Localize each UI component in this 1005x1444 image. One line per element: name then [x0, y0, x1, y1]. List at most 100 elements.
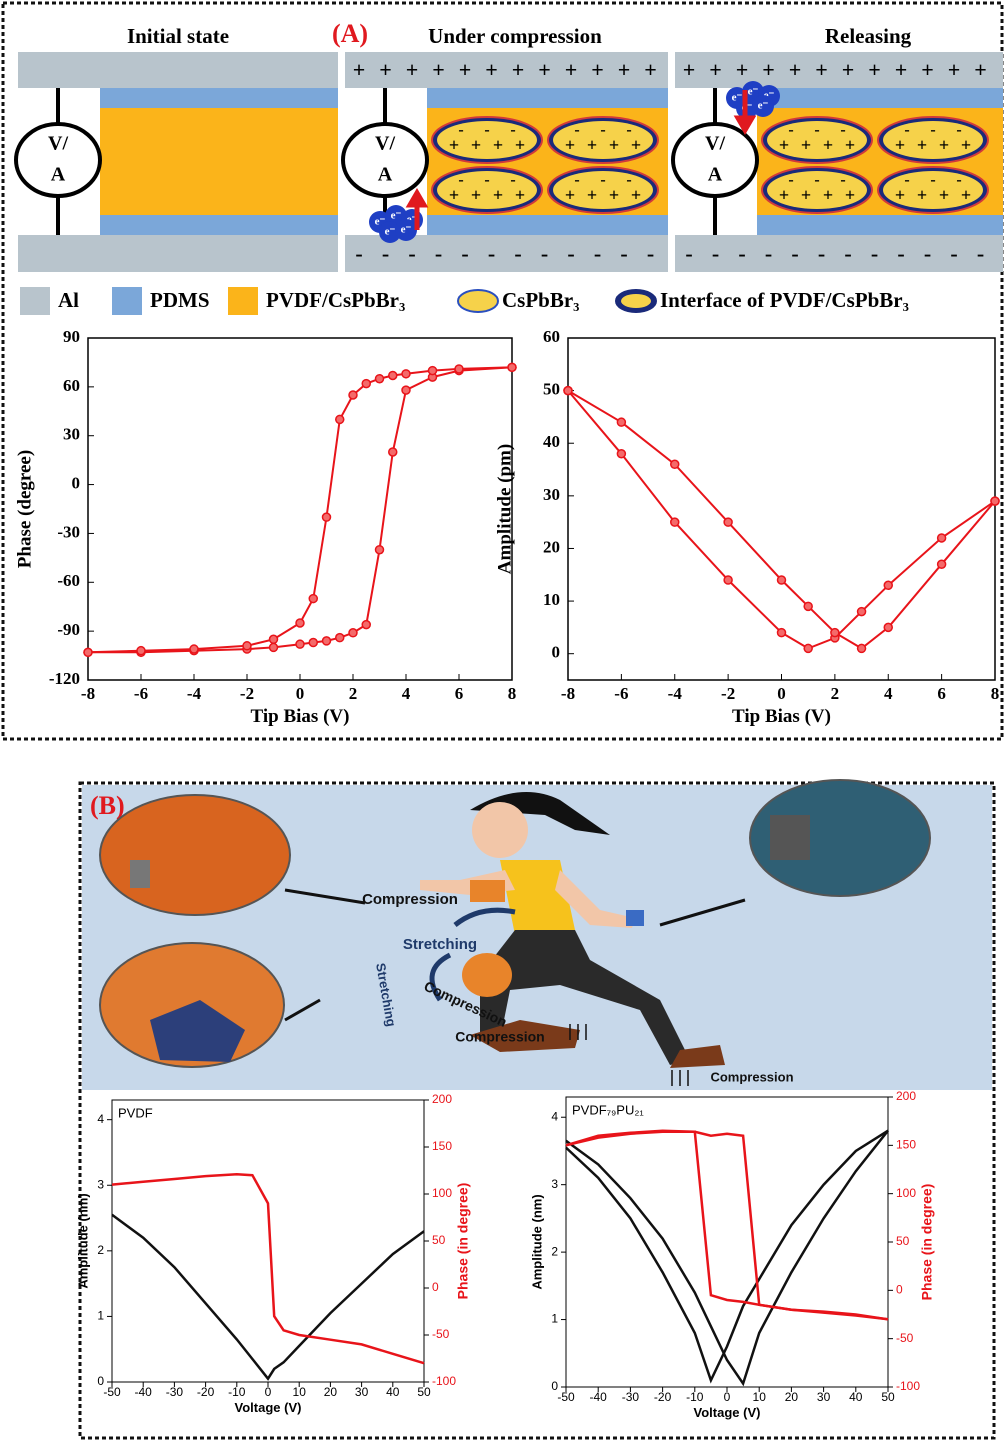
charge-minus: -	[738, 241, 745, 266]
annotation: Compression	[455, 1029, 544, 1045]
charge-plus: +	[845, 135, 855, 155]
meter-label: A	[51, 164, 66, 186]
legend-swatch	[621, 294, 651, 308]
data-point	[402, 386, 410, 394]
y2-tick-label: 0	[896, 1283, 903, 1297]
charge-minus: -	[484, 122, 489, 139]
y2-tick-label: 100	[896, 1186, 916, 1200]
data-point	[858, 644, 866, 652]
charge-plus: +	[789, 57, 802, 82]
y-tick-label: 10	[543, 590, 560, 609]
data-point	[376, 546, 384, 554]
x-tick-label: -50	[557, 1390, 575, 1404]
pdms-layer	[427, 215, 668, 235]
data-point	[564, 387, 572, 395]
meter-label: A	[378, 164, 393, 186]
y2-tick-label: -50	[432, 1327, 450, 1341]
series-line	[566, 1131, 888, 1320]
y2-tick-label: 50	[432, 1233, 446, 1247]
y-axis-label: Amplitude (nm)	[75, 1193, 90, 1288]
data-point	[884, 623, 892, 631]
data-point	[617, 450, 625, 458]
electron-label: e⁻	[391, 210, 402, 222]
data-point	[389, 448, 397, 456]
x-tick-label: -40	[135, 1385, 153, 1399]
x-tick-label: 50	[881, 1390, 895, 1404]
charge-plus: +	[736, 57, 749, 82]
charge-plus: +	[565, 135, 575, 155]
plot-frame	[88, 338, 512, 680]
y-tick-label: 0	[551, 1379, 558, 1393]
x-tick-label: -2	[240, 684, 254, 703]
data-point	[362, 621, 370, 629]
y2-tick-label: 100	[432, 1186, 452, 1200]
y-tick-label: 4	[551, 1109, 558, 1123]
charge-plus: +	[493, 135, 503, 155]
x-tick-label: -4	[187, 684, 202, 703]
charge-minus: -	[818, 241, 825, 266]
charge-plus: +	[609, 185, 619, 205]
x-tick-label: 0	[777, 684, 786, 703]
series-line	[88, 367, 512, 652]
charge-plus: +	[779, 185, 789, 205]
meter-label: V/	[705, 133, 725, 155]
charge-plus: +	[895, 135, 905, 155]
chart-title: PVDF	[118, 1105, 153, 1120]
charge-plus: +	[591, 57, 604, 82]
photo-detail	[770, 815, 810, 860]
data-point	[309, 639, 317, 647]
charge-plus: +	[762, 57, 775, 82]
charge-plus: +	[779, 135, 789, 155]
charge-plus: +	[868, 57, 881, 82]
data-point	[336, 634, 344, 642]
charge-minus: -	[977, 241, 984, 266]
charge-minus: -	[950, 241, 957, 266]
legend-label: PDMS	[150, 288, 210, 312]
y2-tick-label: 150	[432, 1139, 452, 1153]
data-point	[455, 365, 463, 373]
pdms-layer	[100, 215, 338, 235]
x-tick-label: 20	[785, 1390, 799, 1404]
x-tick-label: 6	[455, 684, 464, 703]
charge-minus: -	[930, 172, 935, 189]
x-tick-label: 8	[508, 684, 517, 703]
x-tick-label: -4	[668, 684, 683, 703]
data-point	[778, 629, 786, 637]
x-tick-label: 50	[417, 1385, 431, 1399]
x-tick-label: -8	[561, 684, 575, 703]
charge-plus: +	[449, 185, 459, 205]
data-point	[671, 460, 679, 468]
charge-minus: -	[712, 241, 719, 266]
data-point	[804, 644, 812, 652]
x-tick-label: -20	[197, 1385, 215, 1399]
data-point	[323, 637, 331, 645]
y-tick-label: 3	[551, 1177, 558, 1191]
charge-minus: -	[765, 241, 772, 266]
charge-plus: +	[587, 185, 597, 205]
charge-minus: -	[435, 241, 442, 266]
charge-plus: +	[948, 57, 961, 82]
charge-plus: +	[631, 185, 641, 205]
legend-swatch	[228, 287, 258, 315]
charge-plus: +	[842, 57, 855, 82]
charge-minus: -	[814, 172, 819, 189]
charge-plus: +	[709, 57, 722, 82]
data-point	[243, 642, 251, 650]
charge-plus: +	[895, 185, 905, 205]
series-line	[568, 391, 995, 649]
legend-label: PVDF/CsPbBr₃	[266, 288, 405, 312]
data-point	[349, 391, 357, 399]
charge-plus: +	[406, 57, 419, 82]
x-tick-label: 40	[849, 1390, 863, 1404]
x-axis-label: Tip Bias (V)	[251, 706, 350, 727]
x-tick-label: -6	[614, 684, 628, 703]
data-point	[389, 371, 397, 379]
panel-label: (A)	[332, 19, 368, 48]
x-tick-label: 2	[831, 684, 840, 703]
chart-title: PVDF₇₉PU₂₁	[572, 1102, 644, 1117]
charge-plus: +	[801, 135, 811, 155]
charge-plus: +	[921, 57, 934, 82]
y-tick-label: 0	[97, 1374, 104, 1388]
data-point	[884, 581, 892, 589]
y-tick-label: 2	[551, 1244, 558, 1258]
